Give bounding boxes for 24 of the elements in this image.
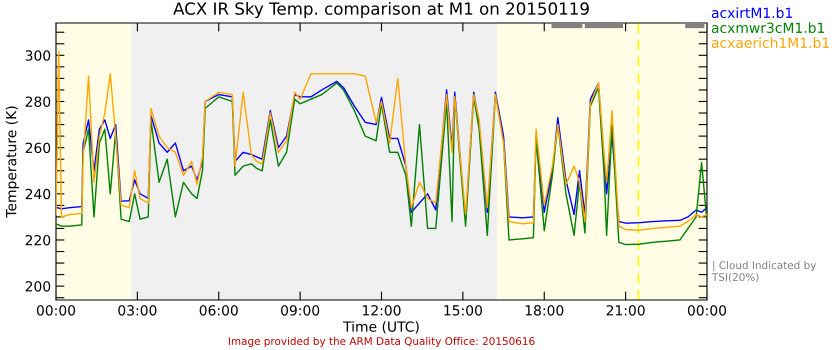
x-tick-label: 18:00: [526, 305, 564, 316]
line-series: [56, 50, 707, 231]
x-axis-title: Time (UTC): [343, 321, 419, 334]
y-tick-label: 200: [26, 281, 50, 292]
x-tick-label: 06:00: [200, 305, 238, 316]
text: acxaerich1M1.b1: [712, 37, 829, 48]
x-tick-label: 00:00: [36, 305, 76, 316]
y-tick-label: 220: [26, 234, 50, 246]
y-tick-label: 260: [26, 142, 50, 154]
chart-title: ACX IR Sky Temp. comparison at M1 on 20150119: [173, 2, 589, 18]
x-tick-label: 03:00: [118, 305, 156, 316]
y-tick-label: 300: [26, 50, 50, 61]
y-tick-label: 280: [26, 96, 50, 107]
y-tick-label: 240: [26, 188, 50, 200]
text: acxirtM1.b1: [712, 7, 792, 18]
x-tick-label: 15:00: [444, 305, 482, 316]
text: acxmwr3cM1.b1: [712, 22, 824, 34]
x-tick-label: 09:00: [281, 305, 320, 316]
text: | Cloud Indicated by TSI(20%): [712, 260, 816, 282]
text: Image provided by the ARM Data Quality Office: 20150616: [228, 336, 534, 348]
x-tick-label: 12:00: [363, 305, 401, 316]
y-axis-title: Temperature (K): [6, 106, 20, 218]
x-tick-label: 21:00: [606, 305, 645, 316]
x-tick-label: 00:00: [688, 305, 726, 316]
